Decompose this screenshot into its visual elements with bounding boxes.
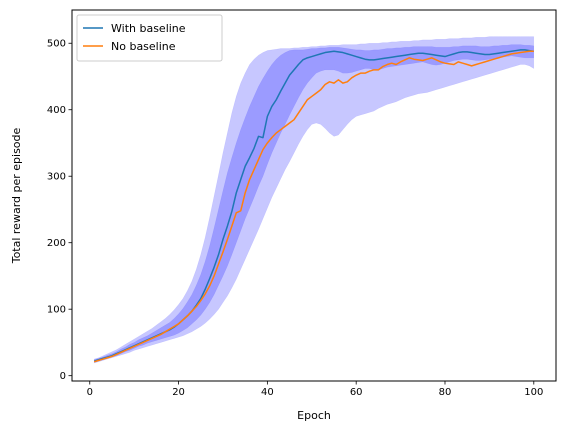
x-tick-label: 100 bbox=[524, 387, 543, 398]
x-axis-ticks: 0 20 40 60 80 100 bbox=[87, 381, 543, 398]
y-tick-label: 0 bbox=[60, 371, 66, 382]
y-tick-label: 300 bbox=[47, 172, 66, 183]
series-layer bbox=[93, 49, 534, 363]
x-axis-label: Epoch bbox=[297, 409, 331, 422]
legend: With baseline No baseline bbox=[76, 14, 223, 62]
y-axis-ticks: 0 100 200 300 400 500 bbox=[47, 39, 72, 382]
x-tick-label: 20 bbox=[172, 387, 185, 398]
y-tick-label: 100 bbox=[47, 305, 66, 316]
y-tick-label: 200 bbox=[47, 238, 66, 249]
band-layer bbox=[93, 36, 535, 364]
plot-frame bbox=[71, 9, 557, 382]
legend-box bbox=[76, 14, 223, 62]
x-tick-label: 0 bbox=[87, 387, 93, 398]
y-tick-label: 400 bbox=[47, 105, 66, 116]
legend-label-with-baseline: With baseline bbox=[111, 22, 186, 35]
x-tick-label: 40 bbox=[261, 387, 274, 398]
legend-label-no-baseline: No baseline bbox=[111, 40, 176, 53]
band-inner-0 bbox=[93, 44, 535, 363]
y-tick-label: 500 bbox=[47, 39, 66, 50]
series-line-no-baseline bbox=[93, 50, 534, 363]
x-tick-label: 80 bbox=[439, 387, 452, 398]
x-tick-label: 60 bbox=[350, 387, 363, 398]
y-axis-label: Total reward per episode bbox=[10, 127, 23, 264]
band-outer-0 bbox=[93, 36, 535, 364]
